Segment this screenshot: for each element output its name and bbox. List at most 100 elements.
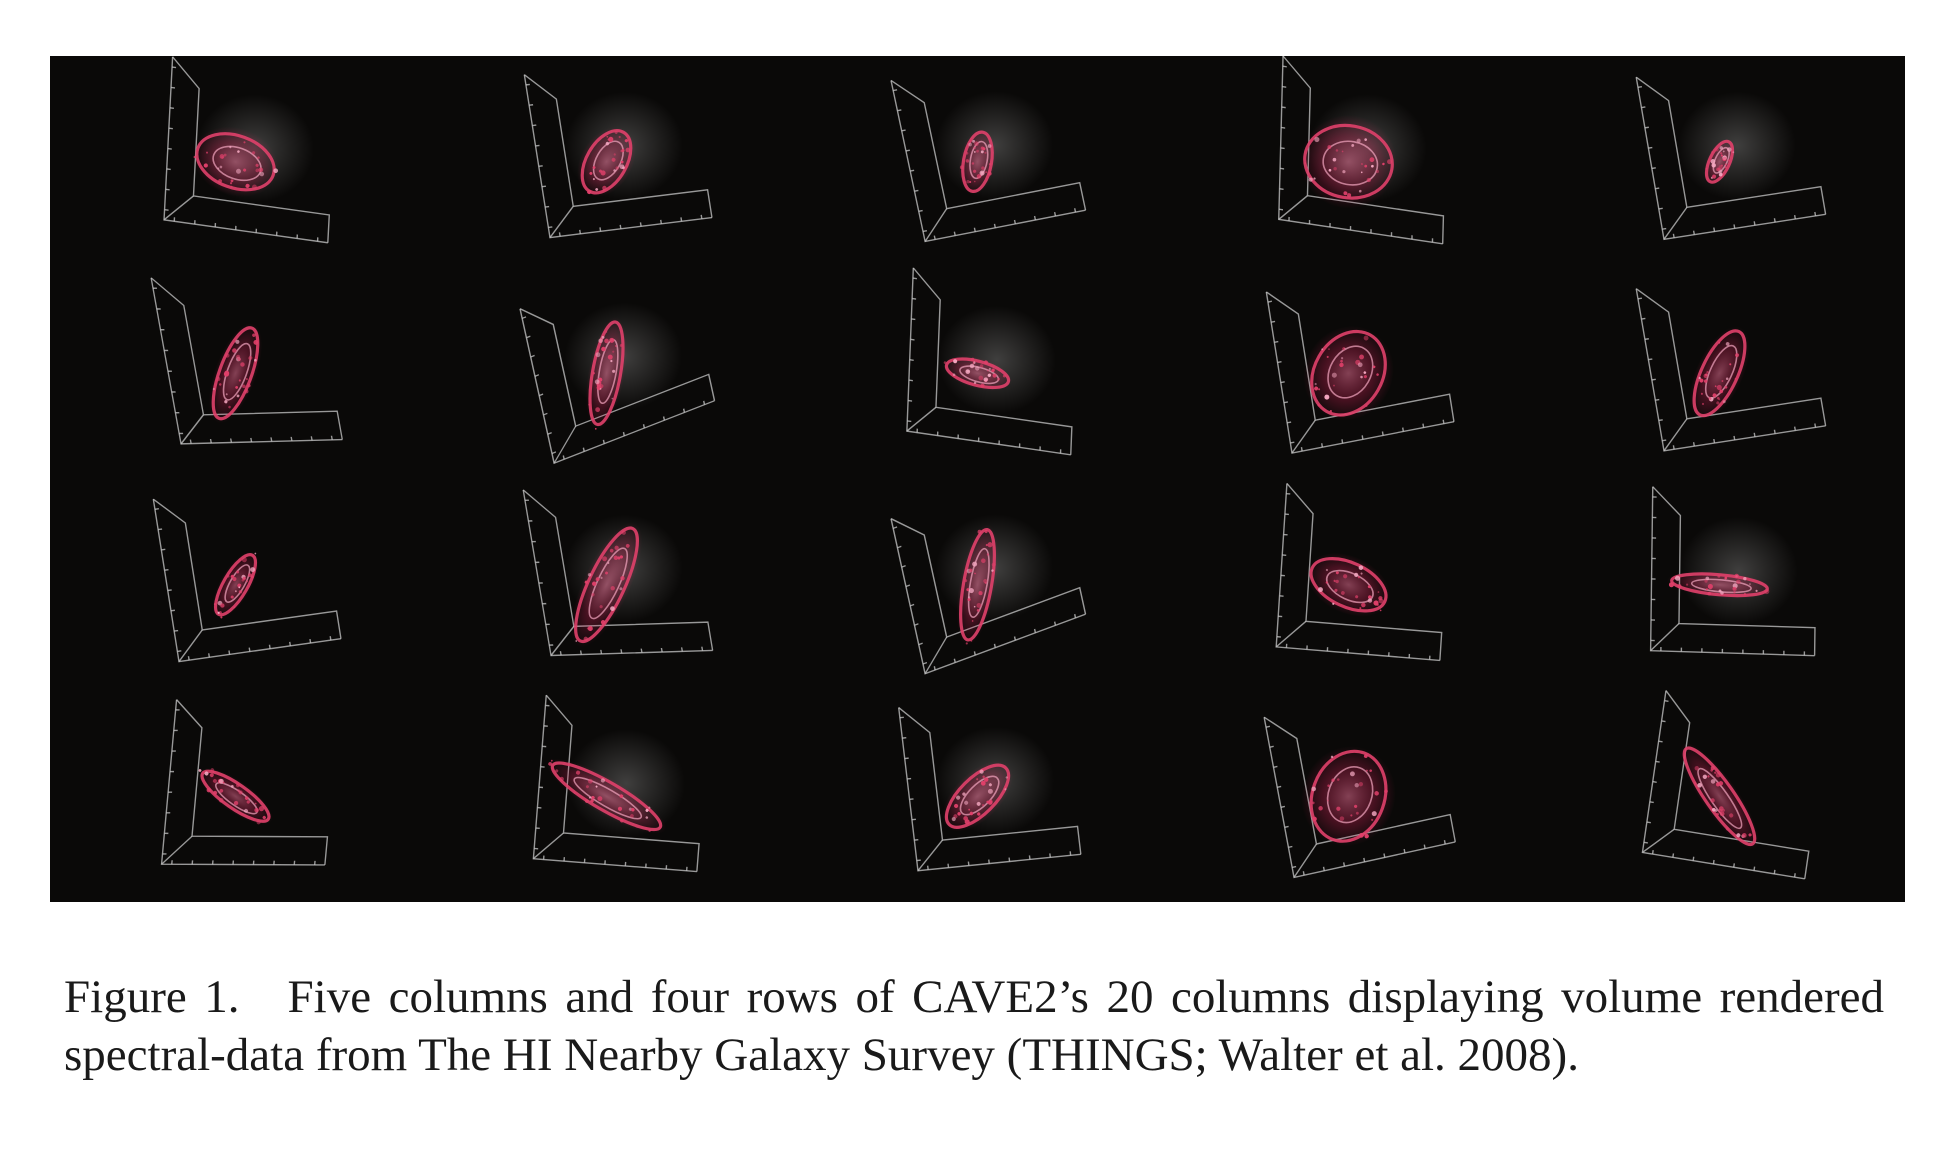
- emission-speckle: [624, 139, 628, 143]
- volume-bounding-box: [890, 79, 1087, 243]
- hi-emission: [942, 761, 1013, 832]
- galaxy-panel: [1649, 486, 1816, 657]
- axis-tick: [914, 623, 919, 626]
- figure-caption-text: Five columns and four rows of CAVE2’s 20…: [64, 971, 1884, 1081]
- axis-tick: [922, 661, 928, 665]
- axis-tick: [660, 219, 663, 224]
- emission-glow: [1301, 746, 1396, 847]
- emission-speckle: [1376, 373, 1379, 376]
- emission-speckle: [1312, 816, 1317, 822]
- axis-tick: [1278, 208, 1284, 211]
- emission-speckle: [1333, 166, 1337, 171]
- emission-speckle: [254, 807, 259, 813]
- emission-speckle: [1721, 380, 1724, 382]
- axis-tick: [1321, 443, 1324, 448]
- emission-speckle: [1741, 833, 1747, 838]
- emission-speckle: [991, 562, 996, 567]
- axis-tick: [1652, 780, 1657, 783]
- emission-speckle: [620, 149, 623, 153]
- hi-emission: [1666, 571, 1773, 599]
- box-edge: [1293, 843, 1318, 878]
- emission-speckle: [220, 603, 225, 608]
- hi-emission: [192, 126, 279, 197]
- gas-ring: [959, 527, 996, 642]
- axis-tick: [953, 231, 956, 236]
- gas-ring: [550, 761, 663, 832]
- emission-speckle: [253, 339, 259, 345]
- emission-speckle: [1357, 576, 1360, 579]
- emission-speckle: [246, 580, 249, 583]
- emission-speckle: [985, 544, 988, 547]
- galaxy-panel: [1641, 690, 1810, 880]
- emission-speckle: [218, 778, 224, 784]
- emission-speckle: [595, 407, 601, 413]
- hi-emission: [1679, 742, 1760, 850]
- emission-speckle: [1718, 806, 1724, 811]
- emission-speckle: [259, 171, 265, 177]
- emission-speckle: [228, 405, 231, 409]
- axis-tick: [539, 393, 544, 397]
- emission-speckle: [223, 153, 227, 157]
- emission-speckle: [1342, 347, 1346, 351]
- volume-bounding-box: [906, 267, 1073, 456]
- emission-speckle: [1339, 362, 1344, 368]
- gas-ring: [1682, 746, 1757, 847]
- axis-tick: [1672, 853, 1675, 858]
- emission-speckle: [615, 345, 617, 347]
- emission-speckle: [589, 171, 593, 175]
- box-edge: [553, 425, 577, 464]
- emission-speckle: [619, 344, 623, 347]
- axis-tick: [973, 227, 976, 232]
- emission-speckle: [1674, 575, 1681, 581]
- emission-speckle: [1360, 375, 1363, 379]
- emission-speckle: [1361, 602, 1366, 608]
- axis-tick: [1692, 230, 1695, 235]
- emission-speckle: [987, 788, 993, 794]
- axis-tick: [910, 338, 915, 341]
- emission-speckle: [605, 571, 608, 575]
- emission-speckle: [972, 561, 978, 567]
- emission-speckle: [1358, 189, 1362, 193]
- axis-tick: [248, 647, 251, 652]
- emission-speckle: [218, 179, 222, 184]
- emission-speckle: [974, 151, 976, 153]
- emission-speckle: [1374, 791, 1379, 796]
- emission-speckle: [209, 773, 214, 778]
- box-edge: [1278, 195, 1308, 220]
- emission-speckle: [648, 806, 651, 809]
- emission-speckle: [987, 800, 993, 805]
- emission-speckle: [1327, 145, 1332, 150]
- emission-speckle: [225, 353, 230, 358]
- axis-tick: [1753, 221, 1756, 226]
- axis-tick: [167, 147, 172, 150]
- emission-speckle: [1314, 386, 1319, 391]
- emission-speckle: [1722, 150, 1725, 153]
- emission-speckle: [967, 597, 971, 601]
- axis-tick: [309, 638, 312, 644]
- axis-tick: [1442, 419, 1445, 424]
- emission-speckle: [1311, 786, 1317, 792]
- axis-tick: [1773, 429, 1776, 434]
- emission-speckle: [243, 141, 246, 144]
- hi-emission: [1306, 552, 1391, 617]
- emission-speckle: [233, 606, 236, 609]
- gas-ring: [211, 326, 260, 421]
- emission-speckle: [605, 141, 610, 146]
- axis-tick: [1280, 147, 1285, 150]
- emission-speckle: [225, 393, 228, 396]
- axis-tick: [1646, 821, 1651, 824]
- emission-speckle: [973, 381, 977, 384]
- axis-tick: [1279, 188, 1284, 191]
- emission-speckle: [1707, 775, 1710, 778]
- emission-speckle: [976, 174, 982, 179]
- galaxy-panel: [890, 79, 1087, 243]
- axis-tick: [680, 647, 684, 652]
- inner-ring: [1326, 766, 1374, 824]
- volume-bounding-box: [1635, 76, 1827, 241]
- axis-tick: [973, 651, 976, 656]
- emission-speckle: [206, 787, 212, 793]
- axis-tick: [228, 650, 231, 655]
- emission-speckle: [1710, 159, 1716, 164]
- hi-emission: [546, 758, 667, 834]
- box-edge: [549, 205, 574, 239]
